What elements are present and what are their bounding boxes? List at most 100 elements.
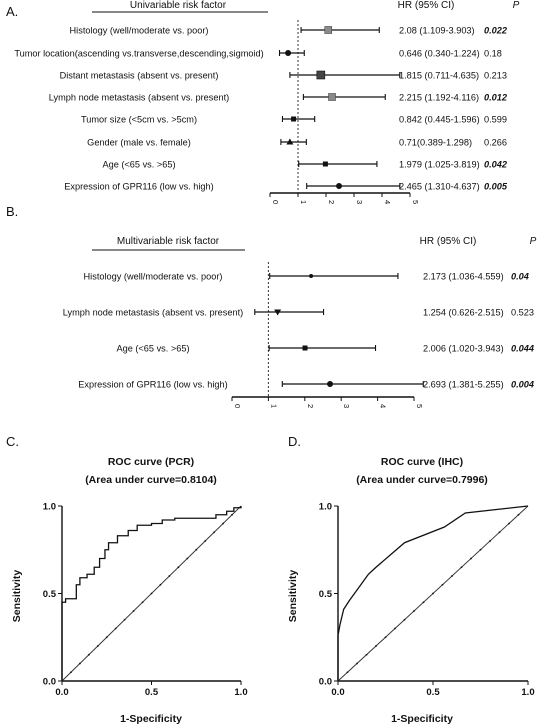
panel-a-hr-value: 0.71(0.389-1.298) — [399, 138, 472, 148]
panel-c-diagonal-point — [222, 522, 225, 525]
panel-c-diagonal-point — [231, 513, 233, 516]
panel-c-roc-curve — [61, 506, 242, 681]
panel-a-hr-marker — [316, 70, 326, 80]
panel-b-hr-marker — [309, 274, 314, 278]
panel-c-diagonal-point — [213, 531, 216, 534]
panel-d-diagonal-point — [508, 522, 510, 525]
panel-b-row-label: Expression of GPR116 (low vs. high) — [78, 380, 227, 390]
panel-d-ylabel: Sensitivity — [287, 570, 299, 623]
panel-c-diagonal-point — [204, 540, 207, 542]
panel-a-hr-value: 2.08 (1.109-3.903) — [399, 26, 475, 36]
panel-d-x-tick-label: 0.0 — [331, 687, 344, 698]
panel-d-diagonal-point — [403, 618, 406, 621]
panel-a-row-label: Expression of GPR116 (low vs. high) — [64, 182, 213, 192]
panel-c-diagonal-point — [70, 671, 72, 674]
panel-d-diagonal-point — [432, 592, 434, 595]
panel-b-hr-marker — [274, 309, 282, 316]
panel-a-hr-value: 1.815 (0.711-4.635) — [399, 71, 479, 81]
panel-a-p-value: 0.18 — [484, 49, 502, 59]
panel-d-diagonal-point — [384, 636, 387, 639]
panel-b-p-header: P — [530, 236, 537, 247]
panel-a-row-label: Histology (well/moderate vs. poor) — [70, 26, 209, 36]
panel-d-y-tick-label: 0.0 — [319, 677, 332, 688]
panel-a-x-tick-label: 5 — [411, 200, 420, 204]
panel-a-p-value: 0.266 — [484, 138, 507, 148]
panel-a-forest-plot: A. Univariable risk factor HR (95% CI) P… — [6, 0, 520, 204]
panel-d-diagonal-point — [356, 662, 358, 665]
panel-c-diagonal-point — [141, 601, 144, 604]
panel-c-diagonal-point — [123, 618, 126, 621]
panel-a-row-label: Distant metastasis (absent vs. present) — [60, 71, 219, 81]
panel-a-x-tick-label: 2 — [327, 200, 336, 204]
panel-d-x-tick-label: 1.0 — [521, 687, 534, 698]
panel-c-diagonal-point — [177, 566, 180, 569]
panel-c-diagonal-point — [195, 548, 198, 551]
panel-b-p-value: 0.044 — [511, 344, 534, 354]
panel-d-xlabel: 1-Specificity — [391, 713, 453, 725]
panel-a-p-value: 0.005 — [484, 182, 508, 192]
panel-c-plot-area: 0.00.0 0.5 0.5 1.0 1.0 — [43, 502, 248, 699]
panel-a-p-value: 0.213 — [484, 71, 507, 81]
panel-a-row-label: Tumor location(ascending vs.transverse,d… — [14, 49, 263, 59]
panel-d-x-tick-label: 0.5 — [426, 687, 440, 698]
panel-b-hr-value: 2.173 (1.036-4.559) — [423, 272, 504, 282]
panel-b-x-tick-label: 4 — [379, 404, 388, 408]
panel-c-diagonal-point — [168, 575, 171, 577]
panel-d-diagonal-point — [470, 557, 472, 560]
panel-c-diagonal-point — [114, 627, 117, 630]
panel-c-diagonal-point — [186, 557, 189, 560]
panel-c-ylabel: Sensitivity — [11, 570, 23, 623]
panel-a-hr-marker — [291, 116, 297, 122]
panel-b-letter: B. — [6, 204, 18, 219]
panel-d-diagonal-point — [517, 513, 520, 516]
panel-b-rows: 0 1 2 3 4 5 Histology (well/moderate vs. poor)… — [63, 262, 534, 408]
panel-c-x-tick-label: 0.0 — [55, 687, 68, 698]
panel-d-roc-chart: D. ROC curve (IHC) (Area under curve=0.7… — [287, 434, 535, 725]
panel-a-p-value: 0.042 — [484, 160, 508, 170]
panel-d-subtitle: (Area under curve=0.7996) — [356, 474, 488, 486]
panel-c-diagonal-point — [96, 645, 99, 647]
panel-b-hr-header: HR (95% CI) — [420, 236, 477, 247]
panel-a-row-label: Tumor size (<5cm vs. >5cm) — [81, 115, 197, 125]
panel-d-diagonal-point — [365, 653, 368, 656]
panel-b-row-label: Lymph node metastasis (absent vs. presen… — [63, 308, 243, 318]
panel-a-hr-value: 0.842 (0.445-1.596) — [399, 115, 480, 125]
panel-b-hr-marker — [327, 381, 334, 387]
panel-d-diagonal-point — [441, 583, 444, 586]
panel-a-row-label: Gender (male vs. female) — [87, 138, 191, 148]
panel-c-xlabel: 1-Specificity — [120, 713, 182, 725]
panel-b-x-tick-label: 3 — [342, 404, 351, 408]
panel-a-x-tick-label: 3 — [355, 200, 364, 204]
panel-d-diagonal-point — [498, 531, 501, 534]
panel-a-hr-value: 0.646 (0.340-1.224) — [399, 49, 480, 59]
panel-d-letter: D. — [288, 434, 301, 449]
panel-d-y-tick-label: 0.5 — [319, 589, 333, 600]
panel-c-roc-chart: C. ROC curve (PCR) (Area under curve=0.8… — [6, 434, 248, 725]
panel-a-x-tick-label: 1 — [299, 200, 308, 204]
panel-a-row-label: Lymph node metastasis (absent vs. presen… — [49, 93, 229, 103]
panel-b-row-label: Histology (well/moderate vs. poor) — [84, 272, 223, 282]
panel-a-hr-marker — [286, 138, 294, 145]
panel-c-x-tick-label: 1.0 — [234, 687, 247, 698]
panel-a-hr-value: 2.215 (1.192-4.116) — [399, 93, 479, 103]
panel-d-plot-area: 0.00.0 0.5 0.5 1.0 1.0 — [319, 502, 535, 699]
panel-d-diagonal-point — [422, 601, 425, 604]
panel-a-hr-value: 2.465 (1.310-4.637) — [399, 182, 480, 192]
panel-b-x-tick-label: 0 — [233, 404, 242, 408]
panel-d-diagonal-point — [394, 627, 396, 630]
panel-d-diagonal-point — [479, 548, 482, 551]
panel-a-hr-marker — [328, 93, 336, 101]
panel-d-diagonal-point — [346, 671, 349, 674]
panel-d-diagonal-point — [489, 540, 491, 542]
panel-a-p-value: 0.012 — [484, 93, 508, 103]
panel-a-p-value: 0.599 — [484, 115, 507, 125]
panel-b-x-tick-label: 2 — [306, 404, 315, 408]
panel-b-hr-marker — [302, 345, 308, 351]
panel-d-diagonal-point — [451, 575, 453, 577]
panel-a-factor-header: Univariable risk factor — [130, 0, 227, 11]
panel-c-y-tick-label: 0.5 — [43, 589, 57, 600]
panel-c-diagonal-point — [87, 653, 90, 656]
panel-a-p-value: 0.022 — [484, 26, 508, 36]
panel-a-hr-value: 1.979 (1.025-3.819) — [399, 160, 480, 170]
